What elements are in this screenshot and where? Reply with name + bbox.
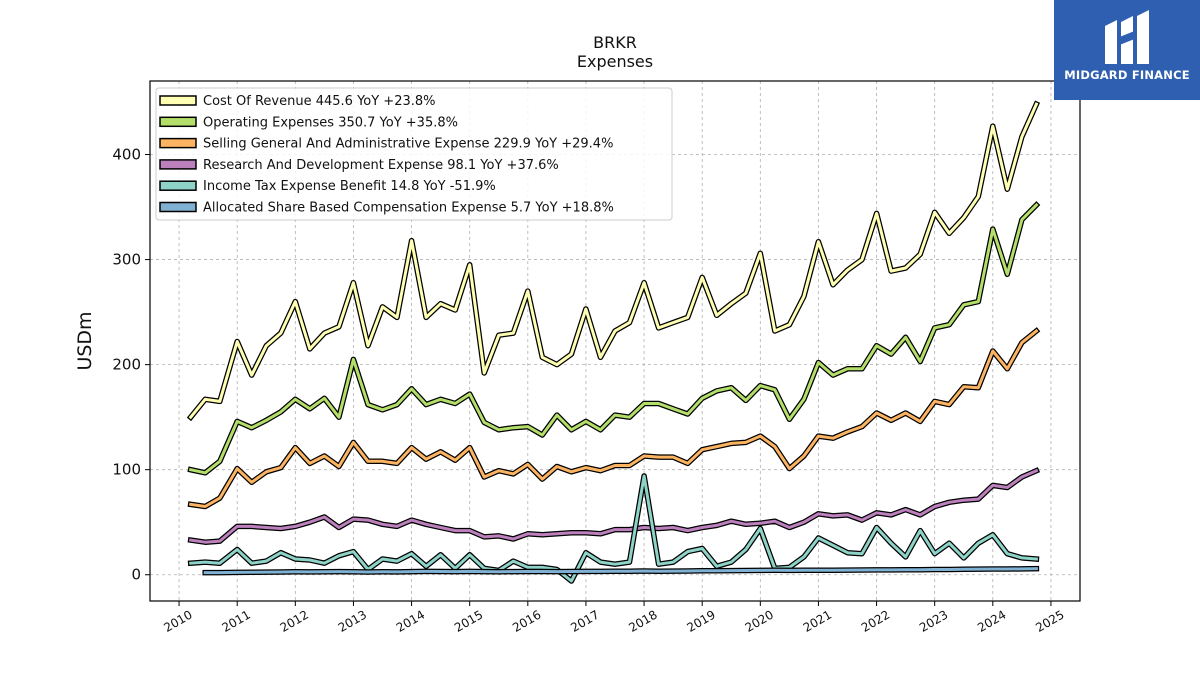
logo-mark-icon [1105, 10, 1149, 64]
series-stroke [189, 474, 1039, 583]
x-tick-label: 2025 [1033, 608, 1066, 635]
x-tick-label: 2015 [452, 608, 485, 635]
series-line-2 [187, 327, 1041, 510]
legend-box [155, 87, 673, 221]
legend-swatch-2 [159, 137, 197, 149]
x-tick-label: 2019 [684, 608, 717, 635]
y-tick-label: 400 [112, 146, 141, 164]
chart-title: BRKR [593, 33, 637, 52]
y-tick-label: 0 [131, 566, 141, 584]
series-stroke [188, 102, 1039, 420]
plot-frame [149, 80, 1081, 602]
x-tick-label: 2021 [801, 608, 834, 635]
legend-swatch-3 [159, 159, 197, 170]
x-tick-label: 2024 [975, 608, 1008, 635]
y-tick-label: 300 [112, 251, 141, 269]
x-tick-label: 2020 [743, 608, 776, 635]
x-tick-label: 2010 [161, 608, 194, 635]
legend-swatch-4 [159, 180, 197, 191]
x-tick-label: 2016 [510, 608, 543, 635]
series-stroke [189, 468, 1039, 544]
brand-name: MIDGARD FINANCE [1064, 68, 1190, 82]
series-line-0 [186, 100, 1041, 422]
x-tick-label: 2013 [336, 608, 369, 635]
x-tick-label: 2023 [917, 608, 950, 635]
chart-subtitle: Expenses [577, 52, 653, 71]
series-stroke [188, 202, 1039, 475]
legend-label-4: Income Tax Expense Benefit 14.8 YoY -51.… [203, 179, 496, 194]
x-tick-label: 2017 [568, 608, 601, 635]
legend-swatch-0 [159, 95, 197, 106]
y-axis-label: USDm [74, 311, 96, 370]
legend-swatch-1 [159, 116, 197, 128]
x-tick-label: 2018 [626, 608, 659, 635]
series-line-5 [202, 565, 1040, 576]
legend-swatch-5 [159, 201, 197, 213]
x-tick-label: 2012 [278, 608, 311, 635]
brand-logo: MIDGARD FINANCE [1054, 0, 1200, 100]
legend-label-0: Cost Of Revenue 445.6 YoY +23.8% [203, 94, 436, 109]
legend-label-2: Selling General And Administrative Expen… [203, 137, 613, 152]
series-stroke [203, 567, 1038, 575]
series-line-1 [187, 201, 1041, 476]
x-tick-label: 2011 [219, 608, 252, 635]
legend-label-3: Research And Development Expense 98.1 Yo… [203, 158, 559, 173]
x-tick-label: 2014 [394, 608, 427, 635]
series-line-4 [187, 473, 1040, 584]
series-line-3 [187, 467, 1041, 545]
legend: Cost Of Revenue 445.6 YoY +23.8% Operatin… [155, 87, 673, 221]
x-tick-label: 2022 [859, 608, 892, 635]
series-stroke [189, 328, 1039, 508]
series-layer [186, 100, 1041, 584]
y-tick-label: 200 [112, 356, 141, 374]
legend-label-1: Operating Expenses 350.7 YoY +35.8% [203, 115, 458, 130]
y-tick-label: 100 [112, 461, 141, 479]
legend-label-5: Allocated Share Based Compensation Expen… [203, 201, 614, 216]
